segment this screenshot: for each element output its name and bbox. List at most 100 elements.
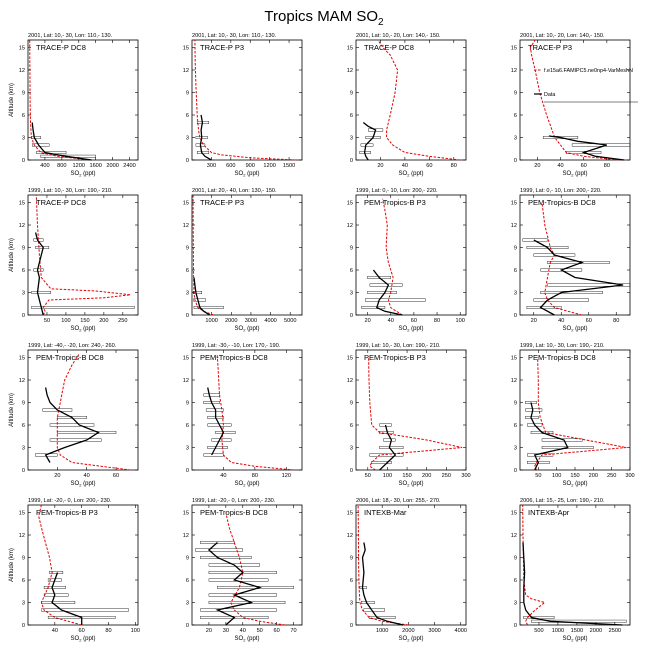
model-profile-line <box>225 512 286 626</box>
plot-frame <box>27 504 139 626</box>
x-tick-label: 40 <box>52 628 58 634</box>
campaign-label: PEM-Tropics-B DC8 <box>528 353 596 362</box>
panel-subtitle: 1999, Lat: 10,- 30, Lon: 190,- 210. <box>520 343 605 349</box>
x-axis-label: SO2 (ppt) <box>71 636 96 643</box>
campaign-label: PEM-Tropics-B P3 <box>364 198 426 207</box>
x-tick-label: 20 <box>54 473 60 479</box>
data-range-bar <box>49 423 95 427</box>
x-tick-label: 20 <box>534 163 540 169</box>
x-tick-label: 50 <box>257 628 263 634</box>
observed-profile-line <box>193 277 211 316</box>
data-range-bar <box>526 306 562 309</box>
y-tick-label: 15 <box>347 201 353 207</box>
plot-frame <box>27 194 139 316</box>
x-axis-label: SO2 (ppt) <box>399 171 424 178</box>
data-range-bar <box>193 306 224 309</box>
y-tick-label: 9 <box>350 401 353 407</box>
plot-frame <box>27 39 139 161</box>
y-tick-label: 3 <box>186 291 189 297</box>
plot-frame <box>519 349 631 471</box>
data-range-bar <box>379 446 404 449</box>
y-tick-label: 0 <box>186 468 189 474</box>
data-range-bar <box>367 291 397 294</box>
data-range-bar <box>203 393 220 397</box>
x-tick-label: 40 <box>220 473 226 479</box>
campaign-label: PEM-Tropics-B P3 <box>364 353 426 362</box>
y-tick-label: 12 <box>19 378 25 384</box>
x-tick-label: 30 <box>223 628 229 634</box>
y-tick-label: 0 <box>186 623 189 629</box>
y-axis-label: Altitude (km) <box>9 548 15 582</box>
x-tick-label: 250 <box>118 318 127 324</box>
x-tick-label: 200 <box>422 473 431 479</box>
data-range-bar <box>43 593 69 597</box>
data-range-bar <box>383 438 396 442</box>
y-tick-label: 0 <box>514 623 517 629</box>
y-tick-label: 6 <box>514 268 517 274</box>
y-tick-label: 3 <box>22 291 25 297</box>
x-tick-label: 150 <box>80 318 89 324</box>
plot-frame <box>27 349 139 471</box>
y-tick-label: 6 <box>186 578 189 584</box>
y-tick-label: 3 <box>514 291 517 297</box>
x-tick-label: 100 <box>456 318 465 324</box>
model-profile-line <box>38 504 82 626</box>
x-axis-label: SO2 (ppt) <box>235 636 260 643</box>
panel-subtitle: 2006, Lat: 18,- 30, Lon: 255,- 270. <box>356 498 441 504</box>
model-profile-line <box>29 39 92 161</box>
y-tick-label: 6 <box>186 268 189 274</box>
model-profile-line <box>377 39 460 161</box>
x-axis-label: SO2 (ppt) <box>399 481 424 488</box>
y-tick-label: 12 <box>347 533 353 539</box>
x-tick-label: 100 <box>61 318 70 324</box>
y-tick-label: 12 <box>183 223 189 229</box>
x-tick-label: 5000 <box>284 318 296 324</box>
y-tick-label: 3 <box>22 136 25 142</box>
plot-frame <box>519 504 631 626</box>
panel-12: 1999, Lat: 10,- 30, Lon: 190,- 210. PEM-T… <box>511 343 635 488</box>
y-tick-label: 12 <box>347 378 353 384</box>
panel-subtitle: 1999, Lat: 10,- 30, Lon: 190,- 210. <box>356 343 441 349</box>
data-range-bar <box>196 121 210 124</box>
panel-13: 1999, Lat: -20,- 0, Lon: 200,- 230. PEM-T… <box>9 498 140 643</box>
data-range-bar <box>215 431 236 434</box>
x-tick-label: 250 <box>607 473 616 479</box>
x-tick-label: 1200 <box>263 163 275 169</box>
observed-profile-line <box>548 135 625 161</box>
panel-subtitle: 1999, Lat: 0,- 10, Lon: 200,- 220. <box>520 188 602 194</box>
figure-title: Tropics MAM SO2 <box>264 8 384 28</box>
x-tick-label: 1600 <box>89 163 101 169</box>
y-tick-label: 12 <box>511 68 517 74</box>
data-range-bar <box>369 283 403 287</box>
plot-frame <box>191 39 303 161</box>
campaign-label: TRACE-P DC8 <box>364 43 414 52</box>
x-tick-label: 1500 <box>571 628 583 634</box>
y-tick-label: 15 <box>183 511 189 517</box>
x-tick-label: 2000 <box>225 318 237 324</box>
model-profile-line <box>194 39 296 161</box>
y-tick-label: 3 <box>186 136 189 142</box>
y-tick-label: 12 <box>511 533 517 539</box>
x-tick-label: 500 <box>534 628 543 634</box>
x-axis-label: SO2 (ppt) <box>71 326 96 333</box>
x-axis-label: SO2 (ppt) <box>235 171 260 178</box>
y-tick-label: 6 <box>514 113 517 119</box>
x-tick-label: 300 <box>625 473 634 479</box>
observed-profile-line <box>362 121 377 161</box>
x-tick-label: 2000 <box>106 163 118 169</box>
data-range-bar <box>57 431 117 434</box>
y-tick-label: 0 <box>514 313 517 319</box>
y-tick-label: 3 <box>350 601 353 607</box>
plot-frame <box>191 504 303 626</box>
y-tick-label: 15 <box>183 201 189 207</box>
x-tick-label: 300 <box>207 163 216 169</box>
plot-frame <box>355 504 467 626</box>
y-tick-label: 3 <box>514 601 517 607</box>
observed-profile-line <box>530 402 569 471</box>
x-tick-label: 2400 <box>123 163 135 169</box>
data-range-bar <box>200 616 269 619</box>
y-tick-label: 12 <box>347 223 353 229</box>
data-range-bar <box>533 298 589 302</box>
x-tick-label: 4000 <box>264 318 276 324</box>
y-tick-label: 6 <box>514 423 517 429</box>
